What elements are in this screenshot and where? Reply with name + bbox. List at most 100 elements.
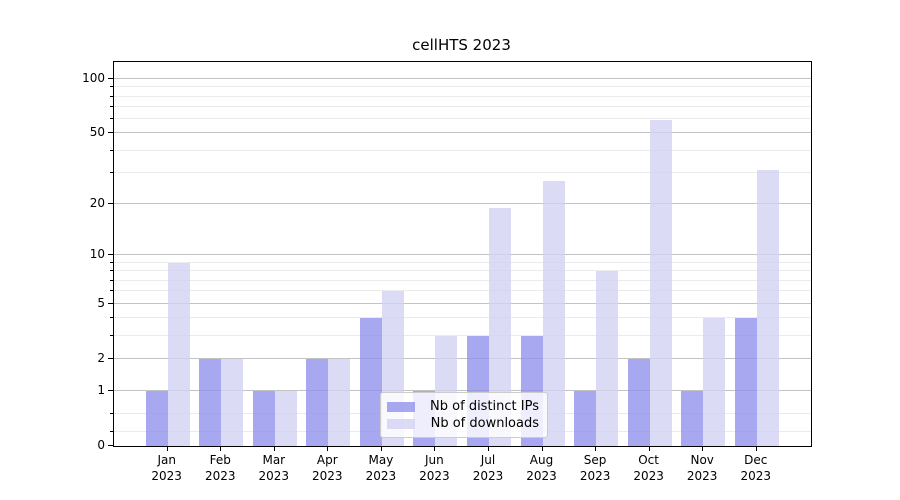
legend-swatch-downloads xyxy=(387,418,415,429)
month-label: May xyxy=(368,453,394,467)
y-tick-mark xyxy=(108,357,113,359)
bar-downloads-oct xyxy=(649,120,672,446)
legend-label: Nb of distinct IPs xyxy=(430,399,539,414)
month-label: Jun xyxy=(425,453,444,467)
y-tick-mark xyxy=(108,132,113,134)
x-tick-mark xyxy=(380,446,382,451)
year-label: 2023 xyxy=(419,469,450,483)
y-minor-tick-mark xyxy=(110,86,113,88)
x-tick-label-mar: Mar 2023 xyxy=(242,452,306,484)
x-tick-label-jan: Jan 2023 xyxy=(135,452,199,484)
y-minor-tick-mark xyxy=(110,95,113,97)
y-minor-tick-mark xyxy=(110,149,113,151)
month-label: Sep xyxy=(583,453,607,467)
bar-distinct-ips-may xyxy=(359,318,382,446)
gridline-major xyxy=(114,132,811,134)
y-minor-tick-mark xyxy=(110,106,113,107)
x-tick-mark xyxy=(434,446,436,451)
gridline-major xyxy=(114,202,811,204)
year-label: 2023 xyxy=(312,469,343,483)
bar-distinct-ips-oct xyxy=(627,358,650,446)
x-tick-mark xyxy=(273,446,275,451)
y-tick-mark xyxy=(108,254,113,256)
bar-distinct-ips-feb xyxy=(199,358,222,446)
gridline-minor xyxy=(114,290,811,292)
y-tick-mark xyxy=(108,302,113,304)
bar-distinct-ips-mar xyxy=(252,390,275,446)
y-tick-mark xyxy=(108,78,113,79)
legend-label: Nb of downloads xyxy=(430,416,539,431)
gridline-minor xyxy=(114,118,811,120)
gridline-minor xyxy=(114,317,811,318)
y-tick-label: 10 xyxy=(89,247,105,262)
legend-row: Nb of distinct IPs xyxy=(387,398,539,415)
x-tick-label-apr: Apr 2023 xyxy=(295,452,359,484)
year-label: 2023 xyxy=(151,469,182,483)
x-tick-mark xyxy=(166,446,168,451)
month-label: Aug xyxy=(529,453,554,467)
x-tick-label-aug: Aug 2023 xyxy=(510,452,574,484)
y-tick-label: 100 xyxy=(82,71,105,85)
x-tick-label-nov: Nov 2023 xyxy=(670,452,734,484)
bar-downloads-dec xyxy=(756,170,779,446)
x-tick-label-feb: Feb 2023 xyxy=(188,452,252,484)
legend-row: Nb of downloads xyxy=(387,415,539,432)
bar-downloads-jan xyxy=(167,262,190,446)
bar-downloads-jul xyxy=(489,207,511,446)
y-tick-mark xyxy=(108,445,113,446)
x-tick-mark xyxy=(488,446,489,451)
bar-distinct-ips-apr xyxy=(306,358,329,446)
y-tick-mark xyxy=(108,202,113,204)
year-label: 2023 xyxy=(633,469,664,483)
gridline-minor xyxy=(114,171,811,173)
bar-downloads-nov xyxy=(703,318,726,446)
gridline-minor xyxy=(114,86,811,88)
bar-distinct-ips-sep xyxy=(574,390,597,446)
chart-title: cellHTS 2023 xyxy=(412,36,511,54)
gridline-minor xyxy=(114,106,811,107)
month-label: Feb xyxy=(209,453,231,467)
legend: Nb of distinct IPs Nb of downloads xyxy=(380,392,548,438)
y-minor-tick-mark xyxy=(110,334,113,336)
y-tick-mark xyxy=(108,389,113,391)
x-tick-mark xyxy=(702,446,704,451)
x-tick-label-jul: Jul 2023 xyxy=(456,452,520,484)
month-label: Apr xyxy=(316,453,338,467)
y-minor-tick-mark xyxy=(110,261,113,263)
year-label: 2023 xyxy=(579,469,611,483)
month-label: Mar xyxy=(262,453,286,467)
gridline-major xyxy=(114,357,811,359)
x-tick-label-sep: Sep 2023 xyxy=(563,452,627,484)
y-minor-tick-mark xyxy=(110,412,113,414)
gridline-minor xyxy=(114,270,811,272)
month-label: Jan xyxy=(157,453,176,467)
gridline-major xyxy=(114,302,811,304)
y-minor-tick-mark xyxy=(110,290,113,292)
bar-downloads-sep xyxy=(596,271,619,446)
month-label: Nov xyxy=(690,453,714,467)
x-tick-label-jun: Jun 2023 xyxy=(402,452,466,484)
year-label: 2023 xyxy=(686,469,718,483)
plot-area: Nb of distinct IPs Nb of downloads xyxy=(113,61,812,447)
y-tick-label: 0 xyxy=(97,438,105,452)
y-minor-tick-mark xyxy=(110,430,113,432)
x-tick-mark xyxy=(648,446,650,451)
y-minor-tick-mark xyxy=(110,279,113,281)
y-minor-tick-mark xyxy=(110,270,113,272)
bar-downloads-aug xyxy=(542,181,565,446)
bar-distinct-ips-jan xyxy=(145,390,168,446)
bar-downloads-apr xyxy=(328,358,351,446)
gridline-major xyxy=(114,254,811,256)
x-tick-mark xyxy=(541,446,543,451)
gridline-minor xyxy=(114,149,811,151)
bar-distinct-ips-dec xyxy=(734,318,757,446)
x-tick-mark xyxy=(755,446,757,451)
x-tick-label-may: May 2023 xyxy=(349,452,413,484)
gridline-minor xyxy=(114,261,811,263)
bar-distinct-ips-nov xyxy=(681,390,704,446)
y-minor-tick-mark xyxy=(110,317,113,318)
x-tick-mark xyxy=(327,446,329,451)
bar-downloads-mar xyxy=(274,390,297,446)
month-label: Jul xyxy=(480,453,496,467)
year-label: 2023 xyxy=(740,469,772,483)
